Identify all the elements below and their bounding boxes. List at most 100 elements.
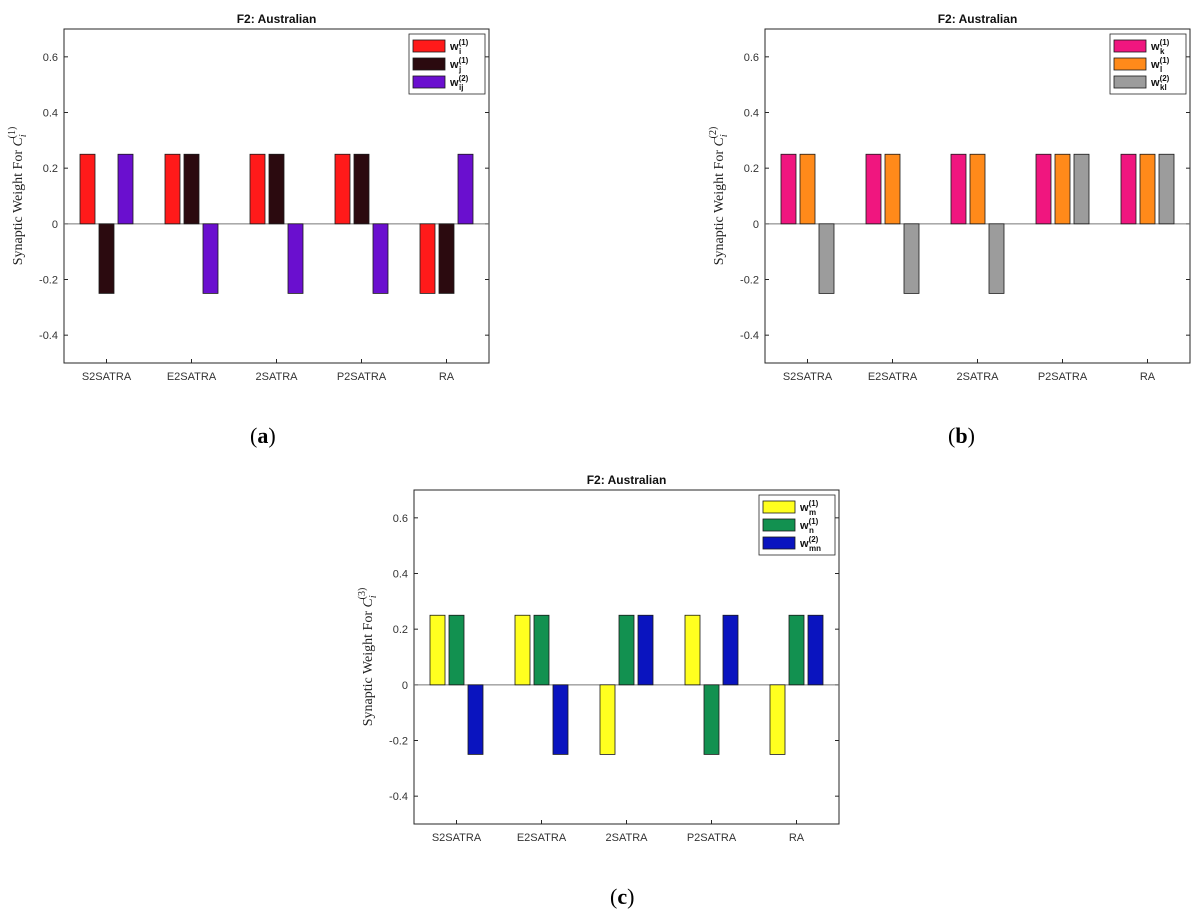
bar-i-ra <box>419 223 436 294</box>
legend-swatch <box>762 518 796 532</box>
bar-kl-2satra <box>988 223 1005 294</box>
y-tick-label: 0.6 <box>43 52 58 64</box>
legend-entry-sup: (1) <box>1160 38 1170 47</box>
legend-entry-main: w <box>799 520 809 532</box>
y-axis-label-sub: i <box>18 134 29 137</box>
legend-entry-sub: j <box>458 65 461 74</box>
bar-n-2satra <box>618 614 635 686</box>
bar-i-2satra <box>249 153 266 225</box>
x-tick-label: RA <box>439 371 455 383</box>
y-axis-label: Synaptic Weight For Ci(3) <box>357 588 379 727</box>
bar-m-p2satra <box>684 614 701 686</box>
y-axis-label-var: C <box>361 598 376 608</box>
y-tick-label: -0.2 <box>39 275 58 287</box>
bar-i-p2satra <box>334 153 351 225</box>
y-axis-label-text: Synaptic Weight For <box>361 608 376 727</box>
legend-entry-sup: (1) <box>459 38 469 47</box>
bar-n-ra <box>788 614 805 686</box>
legend-entry: w(1) n <box>799 517 819 535</box>
bar-kl-e2satra <box>903 223 920 294</box>
chart-panel-3: F2: Australian -0.4 -0.2 0 0.2 0.4 0.6 Synaptic… <box>357 473 840 844</box>
legend-swatch <box>412 57 446 71</box>
y-tick-label: 0 <box>52 219 58 231</box>
legend-entry-main: w <box>1150 59 1160 71</box>
bar-k-ra <box>1120 153 1137 225</box>
bar-k-e2satra <box>865 153 882 225</box>
legend-entry-sub: i <box>459 47 461 56</box>
y-tick-label: -0.4 <box>389 791 408 803</box>
bar-k-2satra <box>950 153 967 225</box>
legend-entry-sub: m <box>809 508 816 517</box>
bar-n-p2satra <box>703 684 720 755</box>
legend-entry-main: w <box>449 59 459 71</box>
bar-l-e2satra <box>884 153 901 225</box>
legend: w(1) kw(1) lw(2) kl <box>1109 33 1187 95</box>
legend-entry-main: w <box>799 538 809 550</box>
y-tick-label: 0.4 <box>744 108 759 120</box>
legend-entry: w(1) j <box>449 56 469 74</box>
legend-entry-sub: k <box>1160 47 1165 56</box>
y-axis-label-text: Synaptic Weight For <box>712 147 727 266</box>
x-tick-label: S2SATRA <box>432 832 482 844</box>
bar-l-2satra <box>969 153 986 225</box>
bar-l-s2satra <box>799 153 816 225</box>
bar-m-e2satra <box>514 614 531 686</box>
bar-ij-ra <box>457 153 474 225</box>
bar-l-p2satra <box>1054 153 1071 225</box>
bar-m-ra <box>769 684 786 755</box>
bar-j-p2satra <box>353 153 370 225</box>
legend-entry-main: w <box>449 41 459 53</box>
chart-panel-2: F2: Australian -0.4 -0.2 0 0.2 0.4 0.6 Synaptic… <box>708 12 1191 383</box>
x-tick-label: P2SATRA <box>687 832 737 844</box>
bar-mn-p2satra <box>722 614 739 686</box>
bar-j-2satra <box>268 153 285 225</box>
x-tick-label: RA <box>1140 371 1156 383</box>
bar-j-ra <box>438 223 455 294</box>
legend-entry-sup: (2) <box>1160 74 1170 83</box>
x-tick-label: S2SATRA <box>783 371 833 383</box>
y-tick-label: -0.4 <box>39 330 58 342</box>
bar-k-s2satra <box>780 153 797 225</box>
bar-m-s2satra <box>429 614 446 686</box>
legend-swatch <box>412 39 446 53</box>
legend-entry-sub: mn <box>809 544 821 553</box>
legend-swatch <box>412 75 446 89</box>
y-tick-label: -0.4 <box>740 330 759 342</box>
x-tick-label: P2SATRA <box>337 371 387 383</box>
bar-ij-p2satra <box>372 223 389 294</box>
bar-ij-s2satra <box>117 153 134 225</box>
chart-panel-1: F2: Australian -0.4 -0.2 0 0.2 0.4 0.6 Synaptic… <box>7 12 490 383</box>
bar-kl-p2satra <box>1073 153 1090 225</box>
bar-l-ra <box>1139 153 1156 225</box>
bar-m-2satra <box>599 684 616 755</box>
y-tick-label: 0.6 <box>393 513 408 525</box>
y-tick-label: 0.4 <box>393 569 408 581</box>
bar-k-p2satra <box>1035 153 1052 225</box>
legend-entry-main: w <box>449 77 459 89</box>
legend-entry: w(1) i <box>449 38 469 56</box>
bar-i-s2satra <box>79 153 96 225</box>
panel-label-a: (a) <box>250 423 276 448</box>
legend-swatch <box>762 500 796 514</box>
legend-entry: w(2) ij <box>449 74 469 92</box>
bar-j-s2satra <box>98 223 115 294</box>
y-tick-label: 0 <box>402 680 408 692</box>
bar-kl-s2satra <box>818 223 835 294</box>
y-axis-label-sup: (1) <box>7 127 18 139</box>
legend-entry-sup: (1) <box>809 499 819 508</box>
legend-swatch <box>1113 57 1147 71</box>
bar-ij-e2satra <box>202 223 219 294</box>
x-tick-label: E2SATRA <box>868 371 918 383</box>
y-tick-label: 0.2 <box>393 624 408 636</box>
legend-entry-sub: n <box>809 526 814 535</box>
y-tick-label: 0.6 <box>744 52 759 64</box>
bar-j-e2satra <box>183 153 200 225</box>
legend-entry: w(1) l <box>1150 56 1170 74</box>
y-axis-label-text: Synaptic Weight For <box>11 147 26 266</box>
x-tick-label: RA <box>789 832 805 844</box>
legend-entry: w(1) k <box>1150 38 1170 56</box>
legend-entry-sub: ij <box>459 83 463 92</box>
x-tick-label: 2SATRA <box>256 371 299 383</box>
bar-kl-ra <box>1158 153 1175 225</box>
